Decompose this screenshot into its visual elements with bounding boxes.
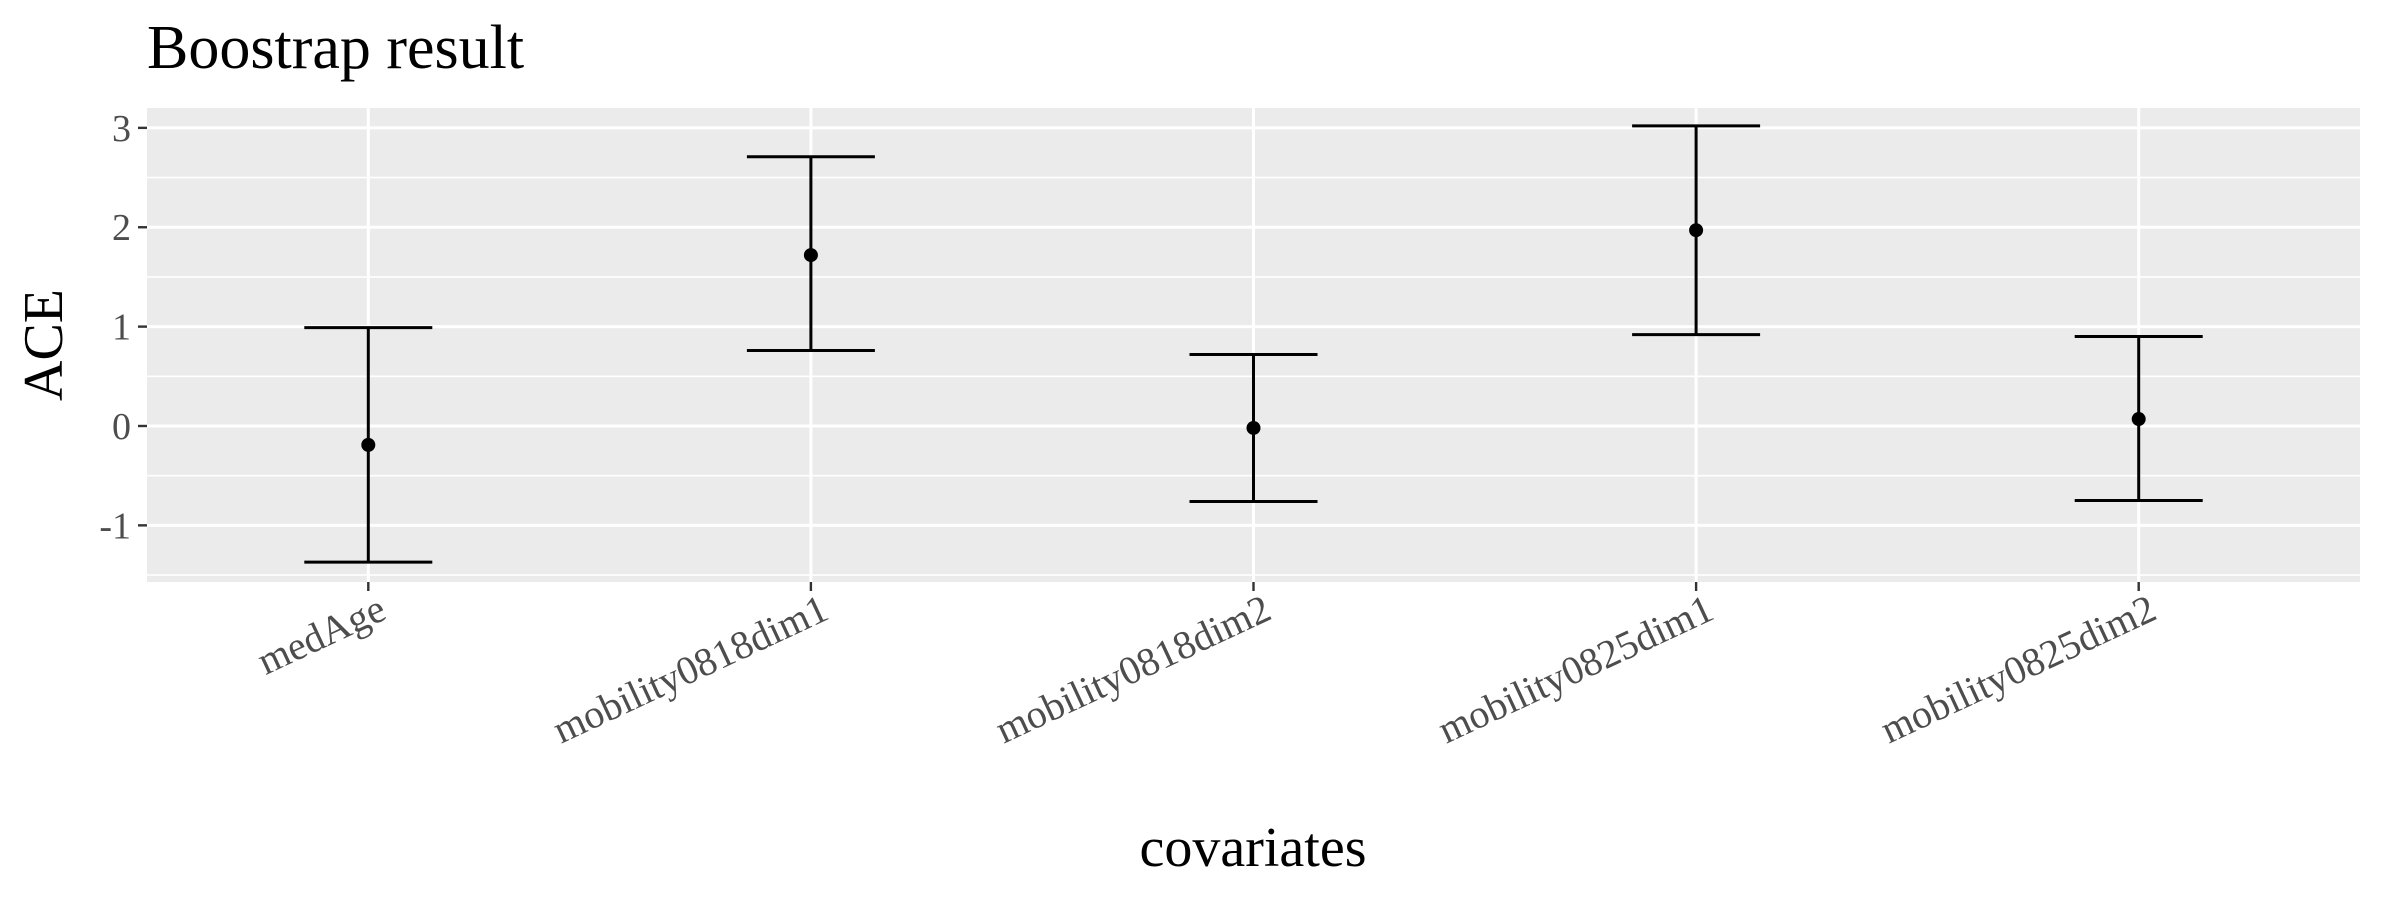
y-tick-label: 3: [112, 108, 131, 150]
estimate-point: [1246, 420, 1261, 435]
y-tick-label: 1: [112, 307, 131, 349]
y-tick-label: 2: [112, 207, 131, 249]
x-category-label: medAge: [250, 585, 392, 683]
errorbar-mobility0818dim2: [1189, 352, 1318, 504]
x-category-label: mobility0825dim2: [1874, 585, 2163, 752]
y-tick-label: 0: [112, 406, 131, 448]
estimate-point: [1689, 223, 1704, 238]
x-category-label: mobility0818dim2: [988, 585, 1277, 752]
y-axis-title: ACE: [13, 289, 75, 401]
errorbar-mobility0825dim1: [1632, 124, 1761, 337]
errorbar-mobility0825dim2: [2074, 335, 2203, 503]
x-category-label: mobility0818dim1: [546, 585, 835, 752]
y-tick-label: -1: [99, 505, 131, 547]
x-category-label: mobility0825dim1: [1431, 585, 1720, 752]
estimate-point: [803, 248, 818, 263]
data-marks: [304, 124, 2203, 564]
errorbar-medAge: [304, 326, 433, 564]
x-axis-title: covariates: [1140, 817, 1367, 879]
chart-title: Boostrap result: [147, 14, 524, 82]
estimate-point: [2131, 412, 2146, 427]
estimate-point: [361, 437, 376, 452]
errorbar-mobility0818dim1: [746, 155, 875, 352]
